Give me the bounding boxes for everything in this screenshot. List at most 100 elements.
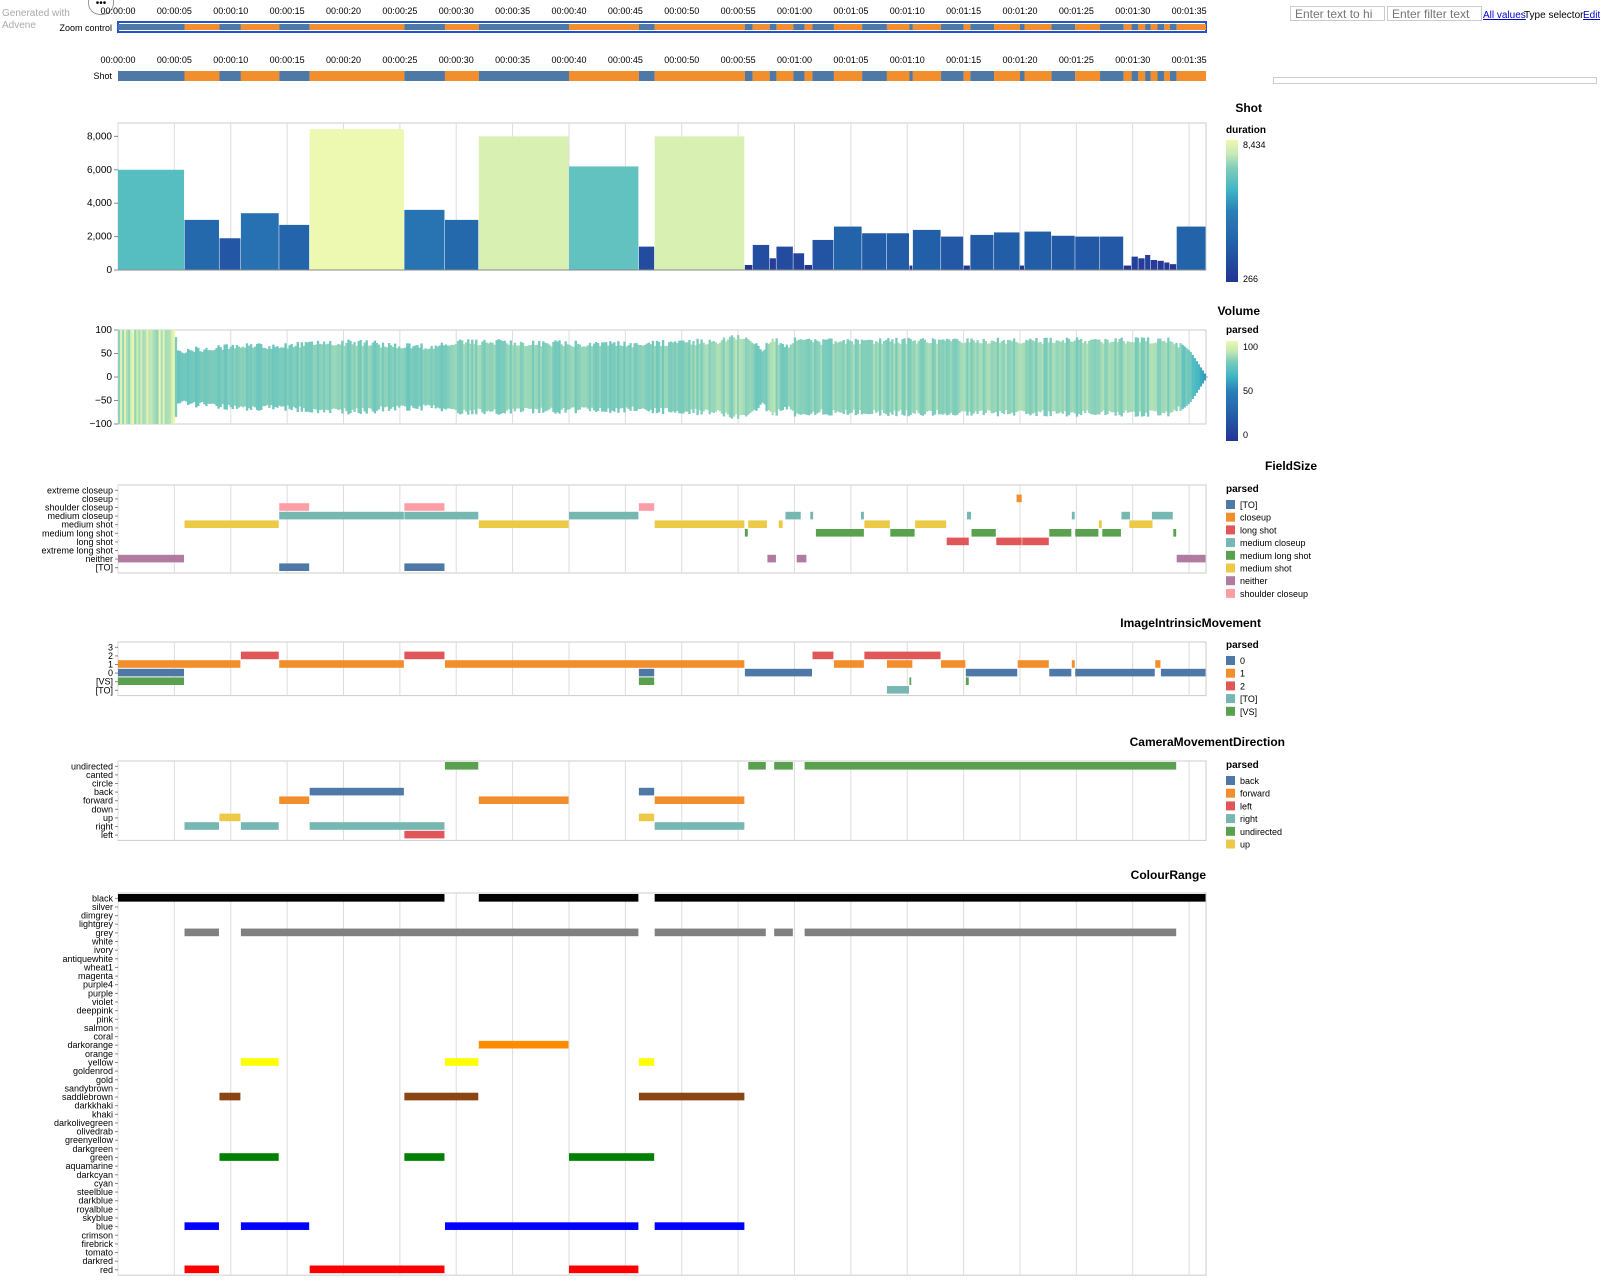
volume-sample <box>128 330 131 424</box>
volume-sample <box>661 340 665 414</box>
type-selector-label[interactable]: Type selector <box>1524 10 1584 21</box>
shot-y-tick-label: 0 <box>106 265 112 276</box>
volume-sample <box>870 340 874 414</box>
volume-sample <box>532 340 535 414</box>
volume-sample <box>828 338 831 416</box>
volume-sample <box>1134 337 1138 417</box>
colourrange-row-label: violet <box>92 997 114 1007</box>
zoom-shot-segment <box>478 24 569 30</box>
edit-link[interactable]: Edit <box>1583 10 1600 21</box>
imageintrinsicmovement-segment <box>1155 660 1161 668</box>
volume-sample <box>465 342 468 412</box>
volume-sample <box>562 346 565 408</box>
zoom-shot-segment <box>1075 24 1101 30</box>
zoom-axis-tick-label: 00:00:30 <box>439 6 474 16</box>
cameramovementdirection-row-label: down <box>91 804 113 814</box>
volume-sample <box>379 347 383 407</box>
volume-sample <box>877 342 880 412</box>
colourrange-row-label: purple4 <box>83 980 113 990</box>
cameramovementdirection-segment <box>309 787 404 796</box>
imageintrinsicmovement-segment <box>941 660 966 668</box>
fieldsize-legend-title: parsed <box>1226 484 1259 495</box>
volume-sample <box>438 345 441 409</box>
volume-sample <box>1008 340 1012 414</box>
shot-segment <box>970 71 995 81</box>
volume-sample <box>1051 342 1054 412</box>
shot-axis-tick-label: 00:01:20 <box>1002 55 1037 65</box>
fieldsize-segment <box>1121 511 1130 520</box>
volume-sample <box>560 344 563 410</box>
shot-bar <box>812 239 834 270</box>
fieldsize-row-label: medium shot <box>61 520 113 530</box>
shot-segment <box>1150 71 1158 81</box>
volume-sample <box>1108 342 1111 412</box>
side-scroll-track[interactable] <box>1273 77 1597 84</box>
volume-sample <box>306 342 310 412</box>
imageintrinsicmovement-segment <box>909 677 912 685</box>
volume-sample <box>318 343 322 411</box>
volume-sample <box>1000 341 1004 413</box>
shot-segment <box>994 71 1020 81</box>
volume-y-tick-label: 0 <box>106 372 112 383</box>
volume-sample <box>501 341 504 413</box>
imageintrinsicmovement-segment <box>118 668 185 677</box>
volume-sample <box>937 339 941 415</box>
volume-sample <box>763 349 766 405</box>
cameramovementdirection-segment <box>219 813 241 822</box>
volume-sample <box>927 343 931 411</box>
volume-sample <box>180 352 184 402</box>
volume-sample <box>736 335 740 419</box>
cameramovementdirection-segment <box>638 813 655 822</box>
shot-segment <box>1131 71 1139 81</box>
volume-sample <box>939 339 943 415</box>
zoom-axis-tick-label: 00:00:20 <box>326 6 361 16</box>
all-values-link[interactable]: All values <box>1483 10 1526 21</box>
volume-sample <box>1023 342 1026 412</box>
colourrange-row-label: coral <box>93 1032 113 1042</box>
volume-sample <box>481 341 484 413</box>
fieldsize-segment <box>404 563 445 571</box>
cameramovementdirection-legend-label: forward <box>1240 789 1270 799</box>
colourrange-plot-frame <box>117 892 1207 1276</box>
fieldsize-segment <box>996 537 1022 546</box>
volume-sample <box>676 343 679 411</box>
volume-sample <box>134 330 137 424</box>
zoom-axis-tick-label: 00:01:05 <box>833 6 868 16</box>
cameramovementdirection-legend-swatch <box>1226 839 1235 849</box>
volume-sample <box>231 344 234 410</box>
volume-sample <box>132 330 135 424</box>
volume-sample <box>359 339 362 415</box>
volume-sample <box>588 342 592 412</box>
volume-sample <box>773 341 776 413</box>
volume-sample <box>885 339 888 415</box>
cameramovementdirection-chart-title: CameraMovementDirection <box>1130 735 1285 749</box>
volume-sample <box>921 338 924 416</box>
volume-sample <box>353 342 356 412</box>
volume-sample <box>797 339 801 415</box>
volume-sample <box>525 345 529 409</box>
colourrange-row-label: lightgrey <box>79 919 114 929</box>
zoom-shot-segment <box>279 24 310 30</box>
colourrange-row-label: magenta <box>78 971 113 981</box>
volume-sample <box>1179 343 1182 411</box>
volume-sample <box>454 343 458 411</box>
volume-sample <box>933 339 937 415</box>
volume-sample <box>814 339 817 415</box>
volume-sample <box>694 345 697 409</box>
zoom-axis-tick-label: 00:00:15 <box>270 6 305 16</box>
shot-bar <box>941 236 964 270</box>
colourrange-row-label: dimgrey <box>81 911 114 921</box>
volume-sample <box>158 330 161 424</box>
highlight-search-input[interactable] <box>1290 6 1385 21</box>
imageintrinsicmovement-segment <box>1160 668 1206 677</box>
imageintrinsicmovement-segment <box>812 651 834 660</box>
volume-sample <box>1090 339 1093 415</box>
shot-segment <box>1024 71 1052 81</box>
filter-input[interactable] <box>1387 6 1482 21</box>
volume-sample <box>412 346 415 408</box>
colourrange-segment <box>184 928 219 937</box>
volume-sample <box>899 344 902 410</box>
colourrange-row-label: darkblue <box>78 1196 113 1206</box>
volume-sample <box>734 339 738 415</box>
imageintrinsicmovement-row-label: 1 <box>108 660 113 670</box>
